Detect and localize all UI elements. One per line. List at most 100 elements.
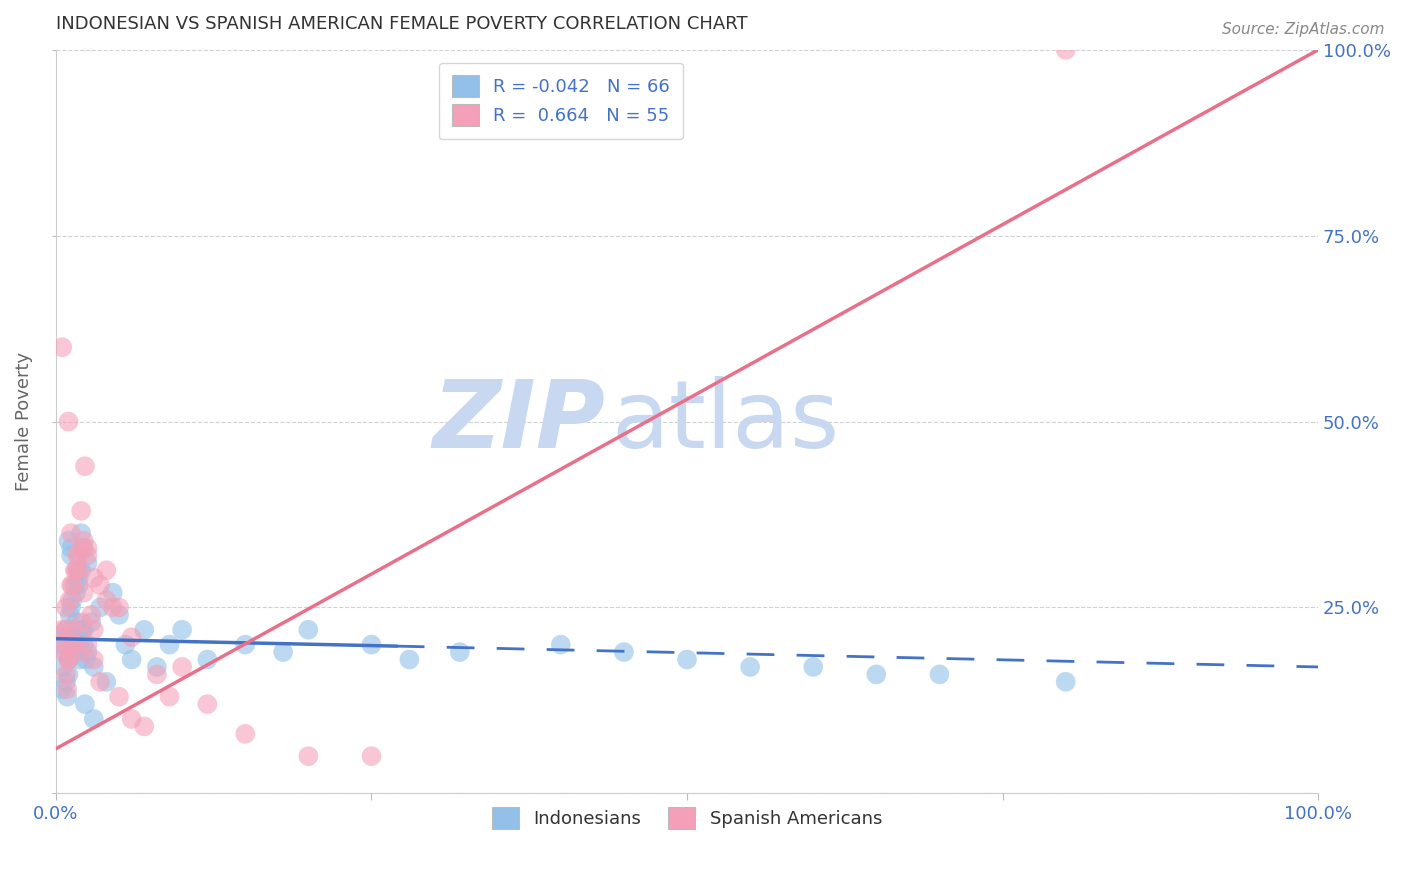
Point (63, 638, 86, 652)
Point (76, 549, 98, 563)
Point (58, 652, 80, 666)
Point (297, 623, 319, 637)
Point (73, 638, 96, 652)
Point (66, 563, 89, 577)
Point (550, 638, 572, 652)
Point (63, 563, 86, 577)
Point (62, 623, 84, 637)
Point (360, 638, 382, 652)
Point (83, 571, 105, 585)
Point (89, 578, 111, 592)
Point (51, 638, 73, 652)
Point (55, 623, 77, 637)
Point (865, 667, 887, 681)
Point (55, 600, 77, 615)
Point (1054, 674, 1077, 689)
Text: atlas: atlas (612, 376, 839, 467)
Point (114, 638, 136, 652)
Point (70, 526, 93, 541)
Point (60, 638, 83, 652)
Point (101, 585, 124, 599)
Point (76, 541, 98, 555)
Point (51, 623, 73, 637)
Point (121, 652, 143, 666)
Point (96, 593, 118, 607)
Point (58, 652, 80, 666)
Point (76, 645, 98, 659)
Point (56, 682, 79, 697)
Point (72, 623, 94, 637)
Point (67, 563, 90, 577)
Point (83, 660, 105, 674)
Text: INDONESIAN VS SPANISH AMERICAN FEMALE POVERTY CORRELATION CHART: INDONESIAN VS SPANISH AMERICAN FEMALE PO… (56, 15, 748, 33)
Point (928, 667, 950, 681)
Point (676, 652, 699, 666)
Point (108, 690, 131, 704)
Point (146, 667, 169, 681)
Point (70, 504, 93, 518)
Point (159, 690, 181, 704)
Point (55, 630, 77, 644)
Point (73, 623, 96, 637)
Point (58, 533, 80, 548)
Point (159, 638, 181, 652)
Point (72, 615, 94, 630)
Point (89, 600, 111, 615)
Point (233, 638, 256, 652)
Point (65, 585, 87, 599)
Point (172, 623, 194, 637)
Point (67, 571, 90, 585)
Point (1054, 43, 1077, 57)
Point (70, 563, 93, 577)
Point (89, 674, 111, 689)
Point (73, 697, 96, 711)
Point (55, 623, 77, 637)
Point (60, 593, 83, 607)
Point (59, 607, 82, 622)
Point (801, 660, 824, 674)
Point (67, 638, 90, 652)
Text: ZIP: ZIP (432, 376, 605, 467)
Point (233, 727, 256, 741)
Point (55, 667, 77, 681)
Point (60, 549, 83, 563)
Point (80, 607, 103, 622)
Point (65, 563, 87, 577)
Point (297, 749, 319, 764)
Point (80, 615, 103, 630)
Point (73, 541, 96, 555)
Point (73, 533, 96, 548)
Point (172, 660, 194, 674)
Point (65, 615, 87, 630)
Point (76, 556, 98, 570)
Point (53, 645, 76, 659)
Point (613, 645, 636, 659)
Point (134, 623, 156, 637)
Legend: Indonesians, Spanish Americans: Indonesians, Spanish Americans (485, 800, 890, 837)
Point (121, 630, 143, 644)
Point (73, 459, 96, 474)
Point (60, 578, 83, 592)
Point (62, 638, 84, 652)
Point (134, 719, 156, 733)
Point (51, 682, 73, 697)
Point (51, 340, 73, 354)
Point (58, 667, 80, 681)
Point (63, 578, 86, 592)
Text: Source: ZipAtlas.com: Source: ZipAtlas.com (1222, 22, 1385, 37)
Point (60, 541, 83, 555)
Y-axis label: Female Poverty: Female Poverty (15, 352, 32, 491)
Point (398, 652, 420, 666)
Point (70, 623, 93, 637)
Point (66, 549, 89, 563)
Point (52, 660, 75, 674)
Point (63, 638, 86, 652)
Point (449, 645, 471, 659)
Point (83, 712, 105, 726)
Point (60, 578, 83, 592)
Point (53, 638, 76, 652)
Point (60, 526, 83, 541)
Point (96, 563, 118, 577)
Point (195, 697, 218, 711)
Point (73, 585, 96, 599)
